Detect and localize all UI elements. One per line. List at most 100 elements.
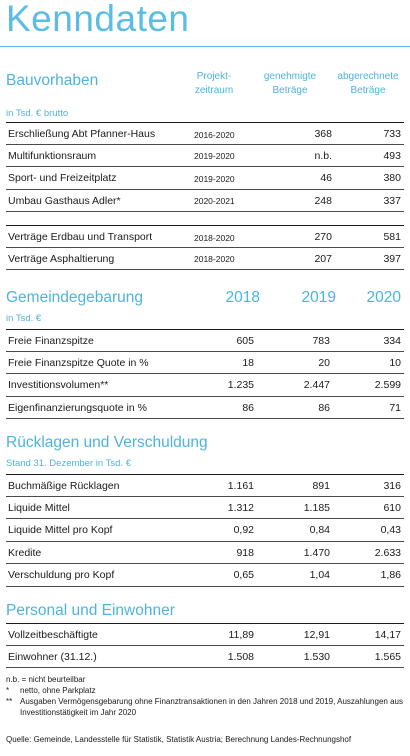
row-label: Buchmäßige Rücklagen [8,480,120,492]
table-row: Liquide Mittel pro Kopf 0,92 0,84 0,43 [6,519,404,542]
footnote-star-mark: * [6,686,10,695]
row-label: Liquide Mittel pro Kopf [8,524,113,536]
value-2019: 20 [318,356,330,369]
table-row: Eigenfinanzierungsquote in % 86 86 71 [6,397,404,419]
ruecklagen-title: Rücklagen und Verschuldung [6,434,208,451]
row-period: 2020-2021 [194,196,235,206]
value-2020: 1.565 [374,650,401,663]
value-2018: 918 [236,546,254,559]
value-2020: 14,17 [374,629,401,641]
row-settled: 581 [383,231,401,243]
row-period: 2019-2020 [194,173,235,184]
table-row: Investitionsvolumen** 1.235 2.447 2.599 [6,374,404,397]
row-approved: 248 [314,194,332,207]
footnote-nb: n.b. = nicht beurteilbar [6,675,86,684]
value-2018: 0,92 [233,524,254,536]
gemeinde-title: Gemeindegebarung [6,289,144,306]
value-2020: 1,86 [380,569,401,581]
value-2019: 1.185 [303,501,330,514]
value-2018: 0,65 [233,569,254,581]
row-settled: 397 [383,252,401,265]
table-row: Einwohner (31.12.) 1.508 1.530 1.565 [6,646,404,668]
bauvorhaben-table: Erschließung Abt Pfanner-Haus 2016-2020 … [6,122,404,212]
personal-table: Vollzeitbeschäftigte 11,89 12,91 14,17 E… [6,623,404,668]
value-2020: 10 [389,356,401,369]
value-2018: 1.312 [227,501,254,514]
row-period: 2018-2020 [194,254,235,264]
row-settled: 380 [383,172,401,184]
row-approved: 270 [314,231,332,243]
value-2019: 783 [312,335,330,347]
title-divider [0,46,410,47]
row-label: Kredite [8,546,42,559]
table-row: Multifunktionsraum 2019-2020 n.b. 493 [6,145,404,167]
value-2019: 1.470 [303,546,330,559]
row-label: Erschließung Abt Pfanner-Haus [8,128,156,140]
row-label: Investitionsvolumen** [8,379,109,391]
table-row: Freie Finanzspitze Quote in % 18 20 10 [6,352,404,374]
value-2019: 2.447 [303,379,330,391]
table-row: Buchmäßige Rücklagen 1.161 891 316 [6,474,404,497]
table-row: Liquide Mittel 1.312 1.185 610 [6,497,404,519]
value-2019: 12,91 [303,629,330,641]
value-2018: 1.161 [227,480,254,492]
value-2018: 1.508 [227,650,254,663]
row-label: Verträge Erdbau und Transport [8,231,153,243]
col-header-settled: abgerechnete Beträge [337,71,399,96]
table-row: Freie Finanzspitze 605 783 334 [6,329,404,352]
value-2020: 2.633 [374,546,401,559]
year-header-2019: 2019 [301,289,336,306]
footnote-dstar-mark: ** [6,697,13,706]
value-2019: 86 [318,401,330,414]
value-2019: 0,84 [309,524,330,536]
value-2019: 1.530 [303,650,330,663]
gemeinde-table: Freie Finanzspitze 605 783 334 Freie Fin… [6,329,404,419]
value-2018: 18 [242,356,254,369]
row-settled: 733 [383,128,401,140]
row-settled: 337 [383,194,401,207]
row-label: Multifunktionsraum [8,149,97,162]
row-label: Verschuldung pro Kopf [8,569,115,581]
row-label: Eigenfinanzierungsquote in % [8,401,147,414]
value-2019: 1,04 [309,569,330,581]
col-header-period: Projekt- zeitraum [194,71,234,96]
footnotes: n.b. = nicht beurteilbar * netto, ohne P… [6,674,404,718]
row-label: Freie Finanzspitze Quote in % [8,356,149,369]
table-row: Sport- und Freizeitplatz 2019-2020 46 38… [6,167,404,190]
table-row: Verschuldung pro Kopf 0,65 1,04 1,86 [6,564,404,587]
value-2020: 71 [389,401,401,414]
ruecklagen-unit: Stand 31. Dezember in Tsd. € [6,458,131,469]
value-2019: 891 [312,480,330,492]
row-label: Freie Finanzspitze [8,335,94,347]
footnote-dstar-text: Ausgaben Vermögensgebarung ohne Finanztr… [20,697,403,717]
value-2018: 605 [236,335,254,347]
row-approved: 368 [314,128,332,140]
year-header-2020: 2020 [366,289,401,306]
col-header-approved: genehmigte Beträge [263,71,317,96]
ruecklagen-table: Buchmäßige Rücklagen 1.161 891 316 Liqui… [6,474,404,587]
source-note: Quelle: Gemeinde, Landesstelle für Stati… [6,735,352,744]
table-row: Verträge Asphaltierung 2018-2020 207 397 [6,248,404,270]
table-row: Verträge Erdbau und Transport 2018-2020 … [6,225,404,248]
row-label: Liquide Mittel [8,501,70,514]
value-2020: 2.599 [374,379,401,391]
row-approved: 46 [320,172,332,184]
personal-title: Personal und Einwohner [6,602,175,619]
row-period: 2018-2020 [194,232,235,243]
row-label: Vollzeitbeschäftigte [8,629,98,641]
vertraege-table: Verträge Erdbau und Transport 2018-2020 … [6,225,404,270]
value-2018: 86 [242,401,254,414]
gemeinde-unit: in Tsd. € [6,313,42,324]
row-label: Verträge Asphaltierung [8,252,115,265]
year-header-2018: 2018 [225,289,260,306]
value-2020: 334 [383,335,401,347]
row-label: Einwohner (31.12.) [8,650,97,663]
table-row: Erschließung Abt Pfanner-Haus 2016-2020 … [6,122,404,145]
value-2020: 610 [383,501,401,514]
row-period: 2019-2020 [194,151,235,161]
footnote-dstar: ** Ausgaben Vermögensgebarung ohne Finan… [6,696,404,718]
row-period: 2016-2020 [194,129,235,140]
table-row: Kredite 918 1.470 2.633 [6,542,404,564]
bauvorhaben-unit: in Tsd. € brutto [6,108,69,119]
value-2018: 11,89 [228,629,255,641]
